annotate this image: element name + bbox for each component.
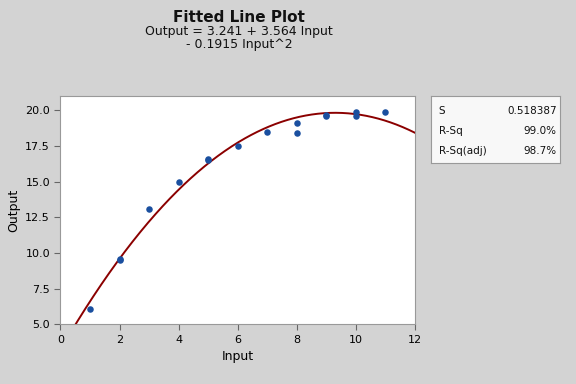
Text: 0.518387: 0.518387 [507,106,556,116]
Point [351,109,360,115]
Point [351,113,360,119]
Point [233,143,242,149]
Point [145,206,154,212]
Text: R-Sq(adj): R-Sq(adj) [439,146,486,156]
Y-axis label: Output: Output [7,189,20,232]
X-axis label: Input: Input [222,351,253,363]
Text: - 0.1915 Input^2: - 0.1915 Input^2 [185,38,293,51]
Text: Output = 3.241 + 3.564 Input: Output = 3.241 + 3.564 Input [145,25,333,38]
Point [263,129,272,135]
Text: 98.7%: 98.7% [524,146,556,156]
Point [174,179,183,185]
Text: R-Sq: R-Sq [439,126,463,136]
Point [203,156,213,162]
Point [381,109,390,115]
Point [292,120,301,126]
Point [203,157,213,163]
Text: 99.0%: 99.0% [524,126,556,136]
Text: S: S [439,106,445,116]
Point [85,306,94,312]
Point [321,111,331,118]
Point [115,256,124,262]
Point [292,130,301,136]
Point [321,113,331,119]
Text: Fitted Line Plot: Fitted Line Plot [173,10,305,25]
Point [115,257,124,263]
